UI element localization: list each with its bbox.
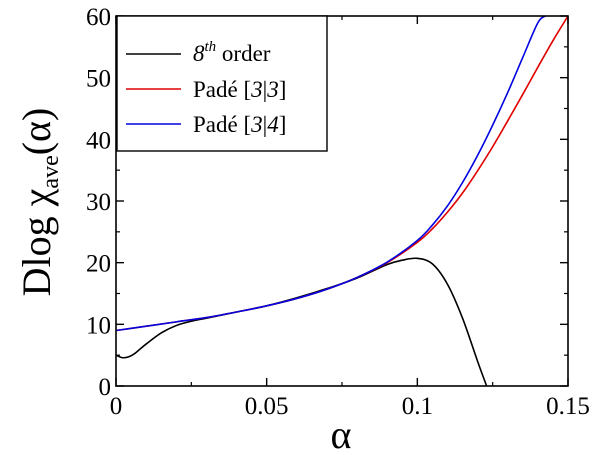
legend-label-pade-3-3: Padé [3|3] bbox=[193, 77, 286, 102]
y-label-subscript: ave bbox=[38, 155, 64, 188]
legend-label-pade34-n: 3 bbox=[250, 112, 263, 137]
y-tick-label: 20 bbox=[86, 251, 111, 278]
y-axis-label: Dlog χave(α) bbox=[14, 108, 64, 297]
legend-label-8th-base: 8 bbox=[193, 41, 205, 66]
legend-label-pade33-m: 3 bbox=[266, 77, 279, 102]
legend-label-8th-rest: order bbox=[216, 41, 271, 66]
x-axis-label: α bbox=[331, 412, 352, 455]
y-label-argument: (α) bbox=[14, 108, 59, 156]
legend: 8th order Padé [3|3] Padé [3|4] bbox=[116, 15, 328, 152]
legend-box bbox=[116, 15, 328, 152]
plot-lines bbox=[116, 16, 568, 386]
legend-label-pade33-n: 3 bbox=[250, 77, 263, 102]
legend-label-8th-sup: th bbox=[205, 39, 217, 55]
legend-label-pade33-base: Padé [ bbox=[193, 77, 251, 102]
legend-label-pade-3-4: Padé [3|4] bbox=[193, 112, 286, 137]
y-tick-label: 10 bbox=[86, 312, 111, 339]
x-tick-label: 0.05 bbox=[245, 393, 289, 420]
y-tick-label: 40 bbox=[86, 127, 111, 154]
legend-label-pade34-base: Padé [ bbox=[193, 112, 251, 137]
x-tick-label: 0 bbox=[110, 393, 123, 420]
series-line-pade-3-4 bbox=[116, 16, 546, 332]
legend-label-pade33-sep: | bbox=[263, 77, 268, 102]
y-tick-label: 30 bbox=[86, 189, 111, 216]
legend-label-pade34-m: 4 bbox=[267, 112, 279, 137]
y-label-prefix: Dlog bbox=[14, 206, 59, 296]
x-tick-label: 0.1 bbox=[402, 393, 433, 420]
x-tick-label: 0.15 bbox=[546, 393, 590, 420]
y-tick-label: 50 bbox=[86, 66, 111, 93]
axis-ticks: 0 0.05 0.1 0.15 0 10 20 30 40 50 60 bbox=[86, 4, 590, 420]
y-tick-label: 0 bbox=[99, 374, 112, 401]
legend-label-8th-order: 8th order bbox=[193, 39, 271, 66]
plot-frame bbox=[115, 15, 569, 387]
legend-label-pade33-close: ] bbox=[279, 77, 287, 102]
y-label-chi: χ bbox=[14, 188, 59, 207]
y-tick-label: 60 bbox=[86, 4, 111, 31]
legend-label-pade34-close: ] bbox=[279, 112, 287, 137]
legend-label-pade34-sep: | bbox=[263, 112, 268, 137]
